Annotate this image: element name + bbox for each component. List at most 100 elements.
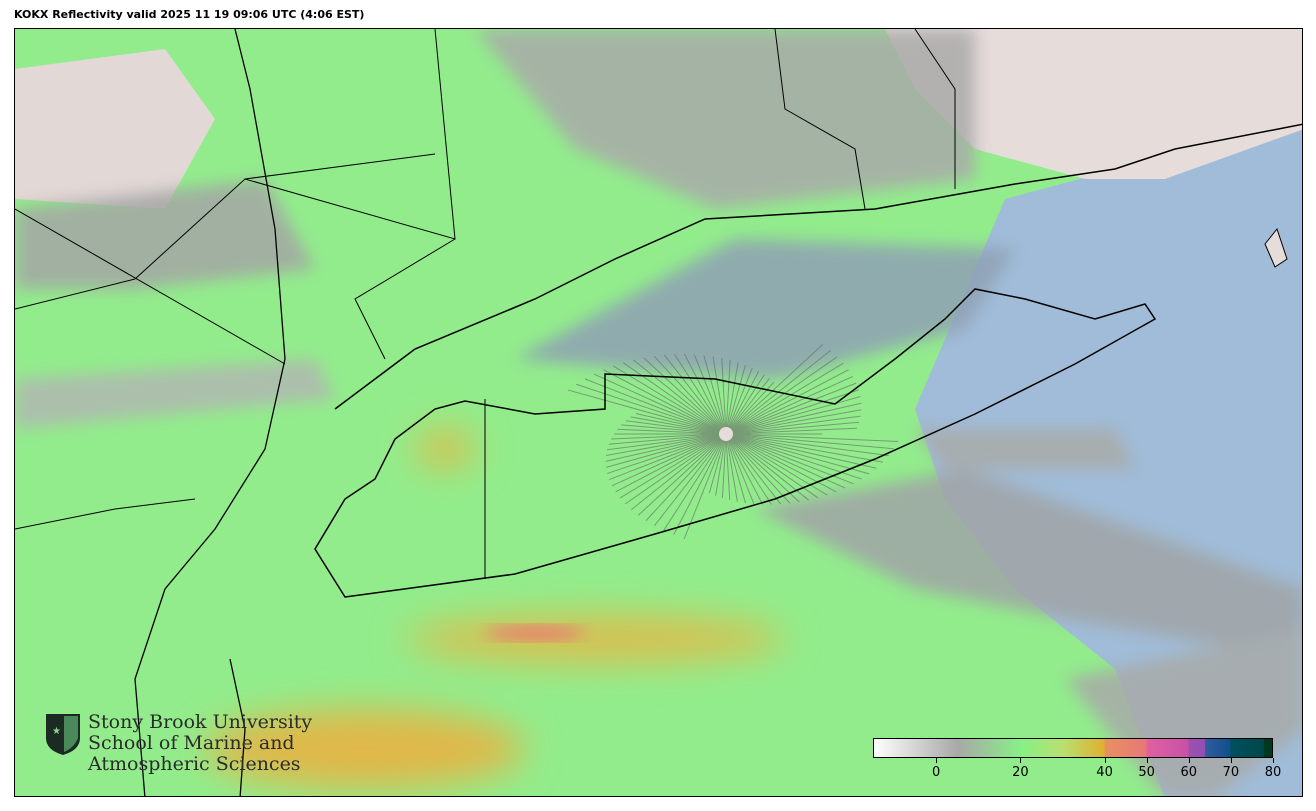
logo-line-1: Stony Brook University (88, 711, 313, 733)
precip-core (205, 429, 785, 789)
radar-spoke (625, 433, 727, 505)
radar-spoke (654, 433, 727, 526)
colorbar-tick-label: 60 (1180, 765, 1198, 780)
radar-spoke (725, 433, 772, 505)
long-island-outline (314, 288, 1157, 598)
radar-spoke (603, 369, 727, 435)
radar-spoke (725, 364, 746, 435)
radar-spoke (593, 373, 727, 435)
colorbar-tick (1273, 758, 1274, 763)
logo-line-3: Atmospheric Sciences (88, 753, 301, 775)
radar-spoke (635, 412, 727, 435)
reflectivity-colorbar (873, 738, 1273, 758)
radar-spoke (715, 433, 727, 496)
colorbar-tick (1230, 758, 1232, 763)
map-title: KOKX Reflectivity valid 2025 11 19 09:06… (14, 8, 365, 21)
nj-coast (229, 658, 246, 796)
radar-spoke (625, 420, 727, 435)
sbu-somas-logo: ★ Stony Brook University School of Marin… (44, 712, 312, 775)
radar-spoke (619, 433, 727, 499)
radar-spoke (622, 362, 727, 435)
radar-spoke (725, 433, 877, 469)
radar-spoke (630, 416, 727, 435)
radar-spoke (725, 433, 764, 505)
radar-spoke (643, 357, 727, 435)
radar-spoke (605, 433, 727, 462)
radar-spoke (576, 383, 727, 435)
radar-spoke (721, 433, 727, 498)
colorbar-tick-label: 50 (1138, 765, 1155, 780)
radar-spoke (725, 369, 849, 435)
radar-spoke (725, 375, 854, 435)
radar-spoke (608, 433, 727, 445)
colorbar-tick (1104, 758, 1106, 763)
radar-spoke (703, 355, 727, 435)
radar-map-canvas (15, 29, 1302, 796)
radar-spoke (663, 354, 727, 435)
radar-spoke (725, 421, 860, 435)
radar-spoke (725, 427, 857, 435)
colorbar-tick-label: 0 (932, 765, 941, 780)
radar-spoke (725, 433, 755, 505)
radar-spoke (725, 433, 894, 450)
radar-spoke (725, 433, 889, 457)
radar-spoke (725, 374, 765, 435)
radar-spoke (606, 433, 727, 451)
radar-spoke (621, 424, 727, 435)
radar-spoke (725, 356, 838, 435)
radar-spoke (725, 409, 862, 435)
radar-spoke (725, 389, 859, 435)
colorbar-tick (936, 758, 938, 763)
radar-spoke (708, 433, 727, 494)
radar-spoke (725, 362, 739, 435)
radar-spoke (645, 433, 727, 521)
radar-spoke (712, 356, 727, 435)
radar-spoke (725, 433, 782, 505)
colorbar-tick (1146, 758, 1148, 763)
radar-spoke (674, 353, 727, 435)
radar-spoke (568, 389, 727, 435)
radar-site (719, 427, 733, 441)
radar-spoke (606, 433, 727, 468)
radar-spoke (725, 433, 870, 475)
radar-map[interactable] (14, 28, 1303, 797)
radar-spoke (673, 433, 727, 536)
colorbar-tick-label: 70 (1222, 765, 1240, 780)
ct-shoreline (334, 123, 1302, 410)
radar-spoke (725, 402, 862, 435)
colorbar-tick-label: 40 (1096, 765, 1113, 780)
radar-spoke (725, 433, 731, 500)
colorbar-tick-label: 20 (1012, 765, 1029, 780)
radar-spoke (683, 433, 727, 539)
radar-spoke (725, 362, 844, 435)
radar-spoke (633, 359, 727, 435)
svg-text:★: ★ (52, 726, 61, 737)
radar-spoke (725, 360, 731, 435)
radar-spoke (693, 354, 727, 435)
hudson-border (134, 29, 286, 796)
radar-spoke (725, 433, 810, 501)
radar-spoke (684, 353, 727, 435)
radar-spoke (725, 396, 861, 435)
radar-spoke (725, 433, 746, 504)
radar-spoke (725, 344, 823, 435)
colorbar-tick (1020, 758, 1022, 763)
land-nw (15, 49, 215, 209)
radar-spoke (725, 433, 862, 480)
radar-spoke (637, 433, 727, 516)
logo-line-2: School of Marine and (88, 732, 295, 754)
radar-spoke (607, 433, 727, 474)
radar-spoke (725, 433, 800, 503)
radar-spoke (725, 415, 861, 435)
radar-spoke (615, 433, 727, 493)
sbu-shield-icon: ★ (46, 714, 80, 755)
county-borders (15, 29, 956, 579)
radar-spoke (725, 370, 760, 435)
radar-spoke (584, 378, 727, 435)
radar-spoke (725, 433, 738, 502)
radar-spoke (725, 433, 899, 443)
radar-spoke (725, 367, 753, 435)
colorbar-tick-label: 80 (1264, 765, 1282, 780)
block-island (1264, 227, 1288, 268)
radar-spoke (611, 433, 727, 440)
